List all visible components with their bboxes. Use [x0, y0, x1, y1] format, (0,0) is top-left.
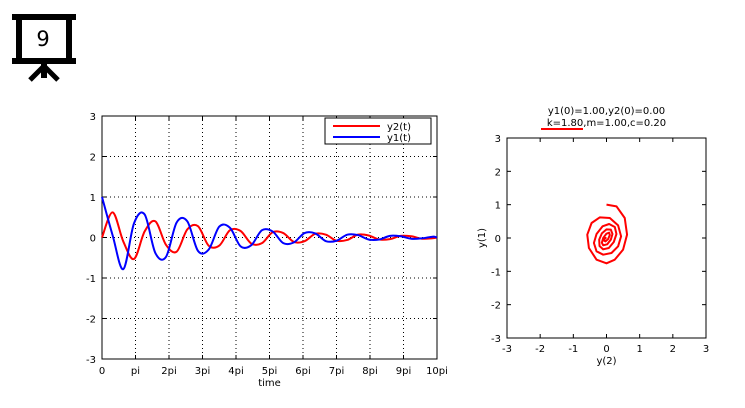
plot-frame: [506, 137, 707, 339]
x-tick-label: 2pi: [161, 366, 177, 377]
time-series-chart: 0 pi 2pi 3pi 4pi 5pi 6pi 7pi 8pi 9pi 10pi -3 -2 -1 0 1 2…: [86, 112, 448, 389]
projector-screen-icon: [12, 14, 76, 82]
y-tick-label: -3: [491, 334, 501, 345]
x-tick-label: 9pi: [396, 366, 412, 377]
y-tick-label: 0: [90, 234, 96, 245]
x-tick-label: pi: [131, 366, 140, 377]
chart-title: y1(0)=1.00,y2(0)=0.00: [548, 106, 665, 117]
legend-box: [324, 117, 432, 145]
chart-subtitle: k=1.80,m=1.00,c=0.20: [547, 118, 666, 129]
x-tick-label: 7pi: [329, 366, 345, 377]
series-line-2: [101, 196, 438, 271]
x-tick-label: 3: [703, 344, 709, 355]
legend-label: y1(t): [387, 133, 411, 144]
y-tick-label: 2: [495, 167, 501, 178]
y-tick-label: -2: [86, 315, 96, 326]
x-tick-label: 0: [603, 344, 609, 355]
phase-trajectory: [586, 203, 629, 265]
x-tick-label: 3pi: [195, 366, 211, 377]
x-tick-label: 8pi: [362, 366, 378, 377]
y-tick-label: 3: [90, 112, 96, 123]
x-tick-label: 4pi: [228, 366, 244, 377]
y-tick-label: 2: [90, 153, 96, 164]
y-axis-title: y(1): [477, 228, 488, 248]
x-tick-label: 0: [99, 366, 105, 377]
x-tick-label: 6pi: [295, 366, 311, 377]
x-tick-label: -2: [535, 344, 545, 355]
y-tick-label: -1: [86, 274, 96, 285]
x-axis-title: y(2): [596, 356, 616, 367]
x-tick-label: -3: [502, 344, 512, 355]
y-tick-label: 3: [495, 134, 501, 145]
legend-label: y2(t): [387, 122, 411, 133]
x-tick-label: 1: [636, 344, 642, 355]
phase-portrait-chart: y1(0)=1.00,y2(0)=0.00k=1.80,m=1.00,c=0.2…: [477, 106, 709, 367]
x-axis-title: time: [258, 378, 281, 389]
x-tick-label: 10pi: [426, 366, 448, 377]
y-tick-label: 0: [495, 234, 501, 245]
y-tick-label: -1: [491, 267, 501, 278]
y-tick-label: 1: [90, 193, 96, 204]
x-tick-label: 5pi: [262, 366, 278, 377]
x-tick-label: -1: [568, 344, 578, 355]
y-tick-label: 1: [495, 201, 501, 212]
y-tick-label: -3: [86, 355, 96, 366]
slide-number: 9: [36, 27, 50, 51]
x-tick-label: 2: [670, 344, 676, 355]
y-tick-label: -2: [491, 301, 501, 312]
